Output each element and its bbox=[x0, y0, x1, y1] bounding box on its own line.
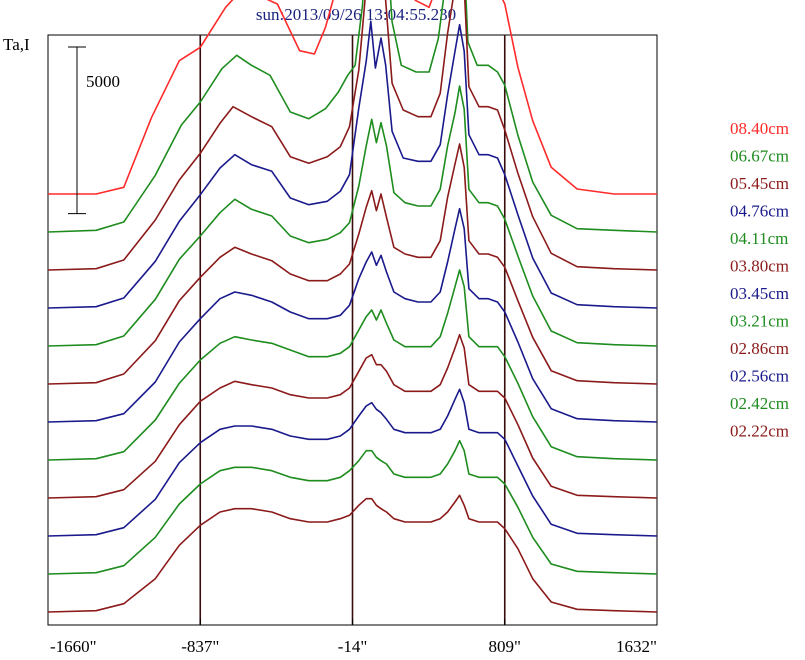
vertical-markers bbox=[199, 35, 506, 625]
chart-title: sun:2013/09/26 13:04:55.230 bbox=[256, 5, 456, 24]
x-tick-label-1: -837" bbox=[181, 637, 219, 656]
series-line-02.42cm bbox=[47, 439, 658, 575]
series-line-06.67cm bbox=[47, 0, 658, 233]
legend-entry-03.45cm: 03.45cm bbox=[730, 284, 789, 303]
series-line-03.80cm bbox=[47, 143, 658, 385]
x-tick-label-3: 809" bbox=[489, 637, 521, 656]
series-line-05.45cm bbox=[47, 0, 658, 271]
scale-bar-label: 5000 bbox=[86, 72, 120, 91]
x-tick-label-4: 1632" bbox=[616, 637, 657, 656]
legend-entry-05.45cm: 05.45cm bbox=[730, 174, 789, 193]
series-line-02.56cm bbox=[47, 388, 658, 537]
series-line-02.22cm bbox=[47, 494, 658, 613]
legend-entry-02.86cm: 02.86cm bbox=[730, 339, 789, 358]
series-line-03.21cm bbox=[47, 269, 658, 461]
scale-bar: 5000 bbox=[68, 46, 120, 215]
x-tick-label-2: -14" bbox=[338, 637, 368, 656]
legend-entry-06.67cm: 06.67cm bbox=[730, 147, 789, 166]
series-curves bbox=[47, 0, 658, 613]
legend: 08.40cm 06.67cm 05.45cm 04.76cm 04.11cm 03.80… bbox=[730, 119, 789, 441]
legend-entry-02.56cm: 02.56cm bbox=[730, 367, 789, 386]
series-line-04.76cm bbox=[47, 20, 658, 309]
series-line-04.11cm bbox=[47, 85, 658, 347]
legend-entry-04.11cm: 04.11cm bbox=[730, 229, 788, 248]
legend-entry-03.21cm: 03.21cm bbox=[730, 312, 789, 331]
y-axis-label: Ta,I bbox=[3, 35, 30, 54]
legend-entry-02.22cm: 02.22cm bbox=[730, 422, 789, 441]
series-line-03.45cm bbox=[47, 207, 658, 423]
x-axis-ticks: -1660" -837" -14" 809" 1632" bbox=[47, 619, 658, 656]
legend-entry-04.76cm: 04.76cm bbox=[730, 202, 789, 221]
legend-entry-03.80cm: 03.80cm bbox=[730, 257, 789, 276]
legend-entry-02.42cm: 02.42cm bbox=[730, 394, 789, 413]
legend-entry-08.40cm: 08.40cm bbox=[730, 119, 789, 138]
series-line-02.86cm bbox=[47, 333, 658, 499]
x-tick-label-0: -1660" bbox=[50, 637, 97, 656]
